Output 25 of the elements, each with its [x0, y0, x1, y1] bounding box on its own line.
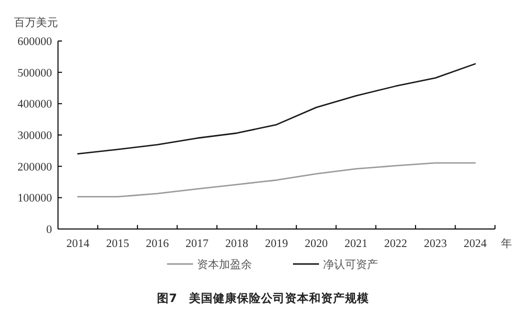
line-series: [77, 63, 476, 154]
y-tick-label: 600000: [18, 36, 52, 48]
y-tick-label: 200000: [18, 161, 52, 174]
y-axis-title: 百万美元: [14, 16, 58, 29]
text: 图7 美国健康保险公司资本和资产规模: [156, 291, 370, 305]
x-axis-title: 年: [501, 237, 512, 250]
x-tick-label: 2023: [424, 238, 448, 250]
x-tick-label: 2019: [265, 238, 288, 250]
x-tick-label: 2018: [225, 238, 249, 250]
x-tick-label: 2022: [384, 238, 408, 250]
x-tick-label: 2024: [464, 238, 487, 250]
legend-label: 净认可资产: [323, 258, 378, 271]
line-series: [77, 162, 476, 198]
x-tick-label: 2021: [344, 238, 368, 250]
x-tick-label: 2017: [186, 238, 209, 250]
x-tick-label: 2015: [106, 238, 130, 250]
x-tick-label: 2020: [304, 238, 328, 250]
y-tick-label: 500000: [18, 67, 52, 80]
legend-label: 资本加盈余: [197, 258, 252, 271]
x-tick-label: 2014: [66, 238, 90, 250]
y-tick-label: 100000: [18, 192, 52, 205]
y-tick-label: 400000: [18, 98, 52, 111]
y-tick-label: 0: [46, 224, 52, 236]
y-tick-label: 300000: [18, 130, 52, 142]
x-tick-label: 2016: [146, 238, 170, 250]
